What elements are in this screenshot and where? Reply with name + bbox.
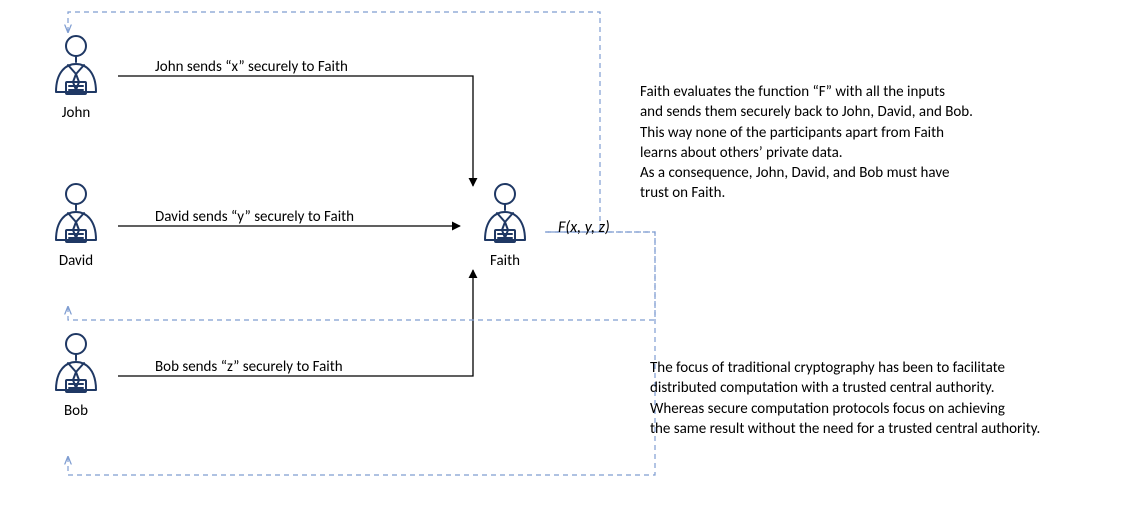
person-icon (465, 180, 545, 250)
arrow-label: Bob sends “z” securely to Faith (155, 358, 343, 376)
actor-faith: Faith (465, 180, 545, 270)
function-output-label: F(x, y, z) (558, 218, 610, 237)
actor-david: David (36, 180, 116, 270)
person-icon (36, 330, 116, 400)
arrow-label: David sends “y” securely to Faith (155, 208, 354, 226)
actor-john: John (36, 32, 116, 122)
person-icon (36, 180, 116, 250)
person-icon (36, 32, 116, 102)
actor-bob: Bob (36, 330, 116, 420)
message-arrow (118, 76, 473, 186)
arrow-label: John sends “x” securely to Faith (155, 58, 348, 76)
explanation-top: Faith evaluates the function “F” with al… (640, 82, 973, 204)
explanation-bottom: The focus of traditional cryptography ha… (650, 358, 1040, 439)
actor-david-label: David (36, 252, 116, 270)
return-path (68, 232, 655, 320)
actor-bob-label: Bob (36, 402, 116, 420)
return-path (68, 232, 655, 475)
actor-faith-label: Faith (465, 252, 545, 270)
actor-john-label: John (36, 104, 116, 122)
